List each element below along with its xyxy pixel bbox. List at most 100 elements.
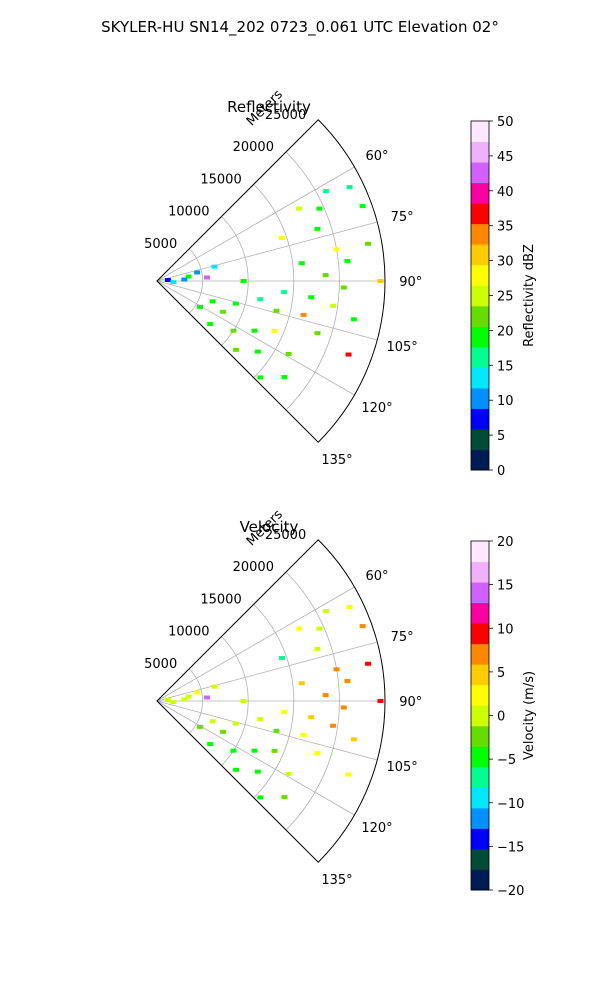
- data-cell: [209, 719, 216, 724]
- data-cell: [273, 728, 280, 733]
- angular-tick-label: 90°: [399, 695, 422, 710]
- data-cell: [340, 285, 347, 290]
- colorbar-segment: [471, 766, 489, 788]
- data-cell: [298, 261, 305, 266]
- colorbar-tick-label: 10: [497, 622, 514, 637]
- colorbar-segment: [471, 787, 489, 809]
- data-cell: [285, 771, 292, 776]
- angular-tick-label: 120°: [361, 821, 392, 836]
- data-cell: [207, 322, 214, 327]
- data-cell: [271, 328, 278, 333]
- radial-tick-label: 5000: [144, 657, 177, 672]
- angular-tick-label: 105°: [386, 760, 417, 775]
- data-cell: [233, 767, 240, 772]
- colorbar-segment: [471, 684, 489, 706]
- colorbar-tick-label: 30: [497, 255, 514, 270]
- angular-tick-label: 120°: [361, 401, 392, 416]
- colorbar-segment: [471, 203, 489, 225]
- radial-tick-label: 20000: [233, 140, 274, 155]
- data-cell: [359, 624, 366, 629]
- colorbar-segment: [471, 828, 489, 850]
- colorbar-segment: [471, 869, 489, 891]
- colorbar-tick-label: 0: [497, 710, 505, 725]
- data-cell: [164, 698, 171, 703]
- colorbar-segment: [471, 141, 489, 163]
- colorbar-tick-label: 45: [497, 150, 514, 165]
- data-cell: [204, 695, 211, 700]
- data-cell: [346, 185, 353, 190]
- data-cell: [346, 605, 353, 610]
- data-cell: [273, 308, 280, 313]
- data-cell: [377, 699, 384, 703]
- colorbar-tick-label: 25: [497, 290, 514, 305]
- data-cell: [185, 694, 192, 699]
- data-cell: [322, 273, 329, 278]
- data-cell: [196, 304, 203, 309]
- data-cell: [281, 710, 288, 715]
- colorbar-tick-label: 0: [497, 464, 505, 479]
- panel-title: Velocity: [240, 518, 299, 536]
- data-cell: [204, 275, 211, 280]
- angular-tick-label: 135°: [321, 453, 352, 468]
- colorbar-segment: [471, 285, 489, 307]
- colorbar-segment: [471, 346, 489, 368]
- data-cell: [323, 609, 330, 614]
- data-cell: [333, 667, 340, 672]
- colorbar-segment: [471, 725, 489, 747]
- colorbar-tick-label: 10: [497, 394, 514, 409]
- angular-gridline: [156, 700, 355, 816]
- data-cell: [322, 693, 329, 698]
- angular-gridline: [156, 700, 378, 761]
- velocity-panel: Velocity500010000150002000025000Meters60…: [144, 507, 537, 899]
- data-cell: [279, 235, 286, 240]
- data-cell: [281, 290, 288, 295]
- colorbar-segment: [471, 387, 489, 409]
- colorbar-segment: [471, 162, 489, 184]
- data-cell: [350, 317, 357, 322]
- data-cell: [365, 241, 372, 246]
- data-cell: [345, 352, 352, 357]
- radial-tick-label: 10000: [168, 205, 209, 220]
- colorbar-segment: [471, 746, 489, 768]
- colorbar-segment: [471, 541, 489, 563]
- angular-tick-label: 60°: [365, 149, 388, 164]
- colorbar-segment: [471, 848, 489, 870]
- data-cell: [251, 328, 258, 333]
- colorbar-segment: [471, 367, 489, 389]
- data-cell: [323, 189, 330, 194]
- data-cell: [340, 705, 347, 710]
- data-cell: [333, 247, 340, 252]
- angular-gridline: [156, 280, 378, 341]
- polar-frame: [156, 119, 386, 443]
- data-cell: [345, 772, 352, 777]
- data-cell: [377, 279, 384, 283]
- colorbar-tick-label: 50: [497, 115, 514, 130]
- data-cell: [316, 206, 323, 211]
- colorbar-segment: [471, 408, 489, 430]
- colorbar-segment: [471, 244, 489, 266]
- angular-tick-label: 75°: [391, 210, 414, 225]
- data-cell: [181, 697, 188, 702]
- data-cell: [196, 724, 203, 729]
- data-cell: [211, 264, 218, 269]
- data-cell: [257, 717, 264, 722]
- radial-tick-label: 15000: [200, 172, 241, 187]
- data-cell: [211, 684, 218, 689]
- data-cell: [164, 278, 171, 283]
- figure-suptitle: SKYLER-HU SN14_202 0723_0.061 UTC Elevat…: [101, 18, 499, 37]
- data-cell: [209, 299, 216, 304]
- data-cell: [350, 737, 357, 742]
- radial-tick-label: 5000: [144, 237, 177, 252]
- data-cell: [365, 661, 372, 666]
- data-cell: [344, 678, 351, 683]
- data-cell: [170, 700, 177, 705]
- data-cell: [220, 309, 227, 314]
- data-cell: [232, 721, 239, 726]
- colorbar-segment: [471, 602, 489, 624]
- colorbar-tick-label: −20: [497, 884, 524, 899]
- polar-frame: [156, 539, 386, 863]
- colorbar-segment: [471, 223, 489, 245]
- data-cell: [314, 646, 321, 651]
- data-cell: [220, 729, 227, 734]
- data-cell: [194, 690, 201, 695]
